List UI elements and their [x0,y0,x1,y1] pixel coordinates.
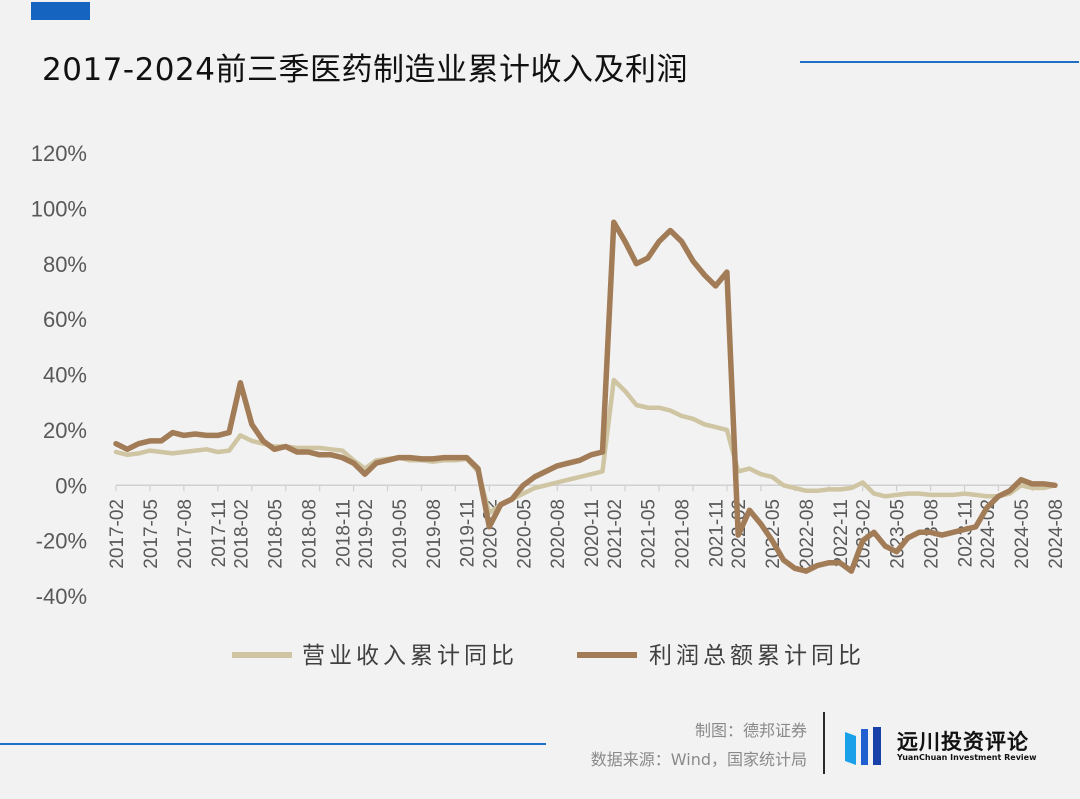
page-title: 2017-2024前三季医药制造业累计收入及利润 [42,52,688,88]
legend-label-1: 营业收入累计同比 [302,643,518,669]
y-axis: -40% -20% 0% 20% 40% 60% 80% 100% 120% [31,141,87,609]
title-rule [800,61,1079,63]
x-tick-label: 2024-08 [1046,499,1067,569]
x-tick-label: 2017-08 [175,499,196,569]
x-tick-label: 2018-08 [299,499,320,569]
made-by-text: 制图：德邦证券 [694,721,807,740]
y-tick-label: 120% [31,141,87,166]
source-text: 数据来源：Wind，国家统计局 [590,750,807,769]
x-tick-label: 2021-05 [639,499,660,569]
y-tick-label: 40% [43,363,87,388]
x-tick-label: 2021-11 [707,499,728,567]
y-tick-label: 20% [43,418,87,443]
x-tick-label: 2021-02 [605,499,626,569]
x-tick-label: 2017-11 [209,499,230,567]
x-tick-label: 2020-05 [514,499,535,569]
x-tick-label: 2018-11 [333,499,354,567]
credits: 制图：德邦证券 数据来源：Wind，国家统计局 [591,716,807,774]
x-tick-label: 2022-08 [797,499,818,569]
x-tick-label: 2019-05 [390,499,411,569]
legend-label-2: 利润总额累计同比 [649,643,865,669]
y-tick-label: 60% [43,307,87,332]
footer-divider [823,712,825,774]
x-tick-label: 2020-11 [582,499,603,567]
x-axis: 2017-02 2017-05 2017-08 2017-11 2018-02 2018-… [107,484,1067,569]
logo-subtext: YuanChuan Investment Review [897,753,1037,762]
series-line-2 [113,219,1058,574]
x-tick-label: 2022-11 [831,499,852,567]
yuanchuan-logo-icon [845,727,881,765]
y-tick-label: -20% [36,529,87,554]
chart-series [113,219,1058,574]
y-tick-label: 0% [55,473,87,498]
x-tick-label: 2019-08 [424,499,445,569]
y-tick-label: -40% [36,584,87,609]
x-tick-label: 2018-02 [231,499,252,569]
x-tick-label: 2021-08 [673,499,694,569]
x-tick-label: 2020-08 [548,499,569,569]
y-tick-label: 100% [31,196,87,221]
logo-text: 远川投资评论 [897,730,1029,754]
x-tick-label: 2024-05 [1012,499,1033,569]
x-tick-label: 2017-02 [107,499,128,569]
x-tick-label: 2023-05 [888,499,909,569]
chart-legend: 营业收入累计同比 利润总额累计同比 [232,643,865,669]
y-tick-label: 80% [43,252,87,277]
footer-rule [0,743,546,745]
x-tick-label: 2017-05 [141,499,162,569]
x-tick-label: 2019-11 [458,499,479,567]
title-accent-bar [31,2,90,20]
x-tick-label: 2018-05 [265,499,286,569]
x-tick-label: 2023-11 [955,499,976,567]
x-tick-label: 2019-02 [356,499,377,569]
series-line-1 [113,377,1058,516]
